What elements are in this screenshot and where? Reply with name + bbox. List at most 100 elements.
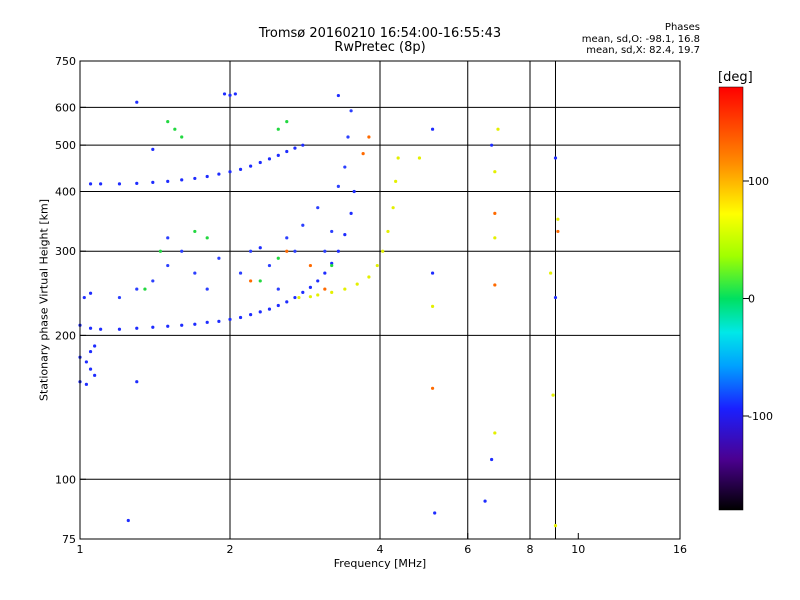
y-tick-label: 75 — [62, 533, 76, 546]
data-point — [381, 249, 385, 253]
data-point — [258, 160, 262, 165]
data-point — [330, 229, 334, 234]
data-point — [135, 287, 139, 291]
axis-ticks: 1 2 4 6 8 10 16 75 100 200 300 400 500 600 750 — [55, 55, 687, 556]
data-point — [88, 326, 93, 330]
data-point — [249, 279, 253, 283]
colorbar — [718, 86, 744, 511]
data-point — [493, 283, 497, 287]
data-point — [343, 287, 347, 291]
data-point — [238, 167, 243, 171]
data-point — [336, 249, 340, 253]
data-point — [258, 310, 262, 314]
x-tick-label: 10 — [571, 543, 585, 556]
data-point — [166, 263, 170, 268]
data-point — [308, 285, 313, 290]
data-point — [228, 93, 232, 97]
data-point — [217, 172, 221, 176]
data-point — [267, 263, 272, 268]
data-point — [249, 249, 253, 253]
data-point — [117, 327, 122, 331]
data-point — [375, 263, 379, 268]
data-point — [173, 127, 177, 131]
data-point — [367, 135, 371, 139]
data-point — [430, 127, 435, 131]
data-point — [285, 300, 289, 304]
chart-title: Tromsø 20160210 16:54:00-16:55:43 — [258, 26, 502, 41]
data-point — [238, 271, 243, 275]
data-point — [88, 349, 93, 354]
x-tick-label: 8 — [527, 543, 534, 556]
data-point — [233, 92, 237, 96]
data-point — [180, 323, 184, 327]
data-point — [180, 178, 184, 182]
y-tick-label: 500 — [55, 139, 76, 152]
data-point — [386, 229, 390, 234]
data-point — [135, 181, 139, 185]
data-point — [346, 135, 350, 139]
data-point — [93, 344, 97, 348]
data-point — [549, 271, 553, 275]
data-point — [430, 386, 435, 390]
data-point — [493, 236, 497, 240]
colorbar-tick-label: -100 — [748, 410, 773, 423]
data-point — [551, 393, 555, 397]
data-point — [556, 229, 560, 234]
data-point — [249, 164, 253, 168]
data-point — [276, 303, 280, 308]
y-tick-label: 750 — [55, 55, 76, 68]
data-point — [301, 290, 305, 295]
data-point — [493, 170, 497, 174]
stats-x-mode: mean, sd,X: 82.4, 19.7 — [586, 45, 700, 56]
data-point — [84, 382, 88, 386]
data-point — [430, 271, 435, 275]
data-point — [166, 236, 170, 240]
data-point — [228, 317, 232, 322]
data-point — [336, 184, 340, 188]
data-point — [490, 143, 494, 147]
data-point — [99, 327, 103, 331]
data-point — [151, 147, 155, 151]
data-point — [352, 189, 356, 194]
data-point — [193, 229, 197, 234]
x-tick-label: 2 — [227, 543, 234, 556]
data-point — [308, 263, 313, 268]
data-point — [301, 143, 305, 147]
data-point — [135, 380, 139, 384]
data-point — [496, 127, 500, 131]
data-point — [490, 457, 494, 462]
data-point — [217, 319, 221, 323]
data-point — [430, 304, 435, 308]
data-point — [166, 324, 170, 328]
data-point — [396, 156, 400, 160]
data-point — [276, 153, 280, 157]
colorbar-label: [deg] — [718, 70, 753, 85]
data-point — [205, 287, 209, 291]
data-point — [88, 182, 93, 186]
colorbar-tick-label: 0 — [748, 293, 755, 306]
data-point — [285, 120, 289, 124]
data-point — [84, 360, 88, 364]
data-point — [166, 179, 170, 183]
data-point — [349, 211, 353, 215]
data-point — [330, 263, 334, 268]
data-point — [193, 271, 197, 275]
data-point — [308, 295, 313, 299]
x-axis-label: Frequency [MHz] — [333, 557, 427, 570]
data-point — [553, 524, 558, 528]
data-point — [135, 326, 139, 330]
data-point — [180, 135, 184, 139]
data-point — [267, 307, 272, 311]
data-point — [82, 295, 86, 300]
y-tick-label: 300 — [55, 245, 76, 258]
chart-subtitle: RwPretec (8p) — [334, 40, 426, 55]
data-point — [205, 174, 209, 179]
data-point — [93, 373, 97, 377]
x-tick-label: 1 — [77, 543, 84, 556]
data-point — [316, 279, 320, 283]
data-point — [276, 127, 280, 131]
data-point — [293, 146, 297, 150]
x-tick-label: 16 — [673, 543, 687, 556]
data-point — [267, 157, 272, 161]
data-point — [323, 249, 327, 253]
